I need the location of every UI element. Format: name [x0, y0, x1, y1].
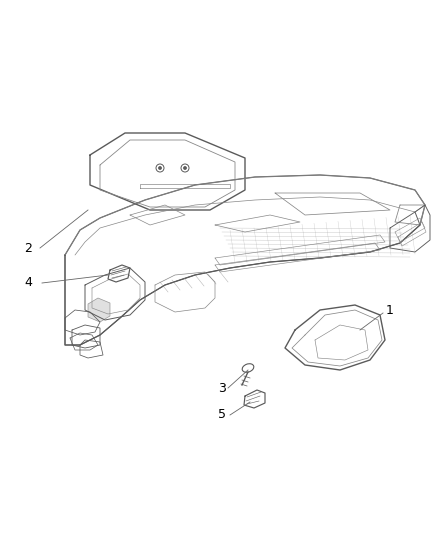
Text: 4: 4: [24, 277, 32, 289]
Circle shape: [184, 167, 186, 169]
Text: 3: 3: [218, 382, 226, 394]
Text: 2: 2: [24, 241, 32, 254]
Circle shape: [159, 167, 161, 169]
Polygon shape: [88, 298, 110, 322]
Text: 5: 5: [218, 408, 226, 422]
Text: 1: 1: [386, 303, 394, 317]
